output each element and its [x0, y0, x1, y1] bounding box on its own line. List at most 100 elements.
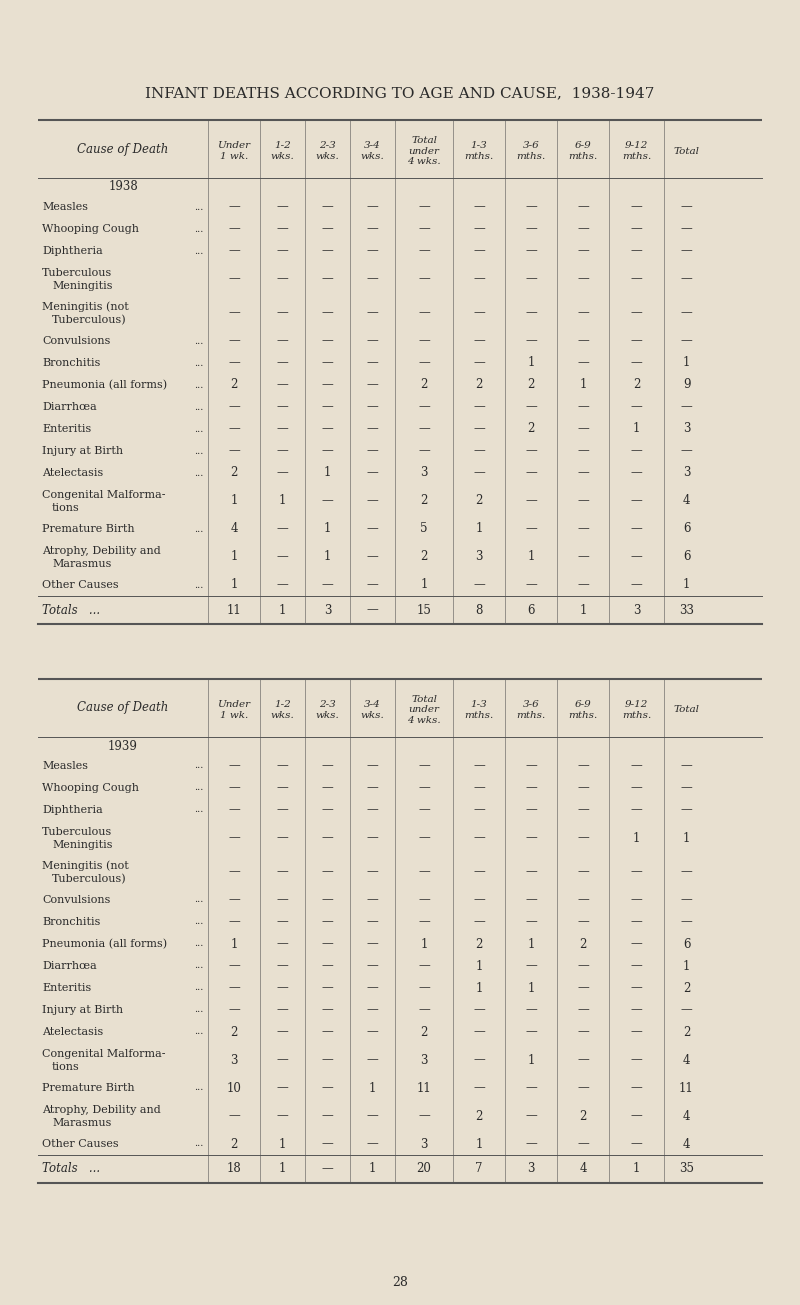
Text: Diarrhœa: Diarrhœa	[42, 402, 97, 412]
Text: tions: tions	[52, 502, 80, 513]
Text: Tuberculous: Tuberculous	[42, 268, 112, 278]
Text: —: —	[630, 578, 642, 591]
Text: —: —	[418, 423, 430, 436]
Text: ...: ...	[194, 895, 203, 904]
Text: ...: ...	[194, 581, 203, 590]
Text: 2: 2	[475, 1109, 482, 1122]
Text: Convulsions: Convulsions	[42, 895, 110, 904]
Text: Tuberculous: Tuberculous	[42, 827, 112, 837]
Text: —: —	[277, 1082, 288, 1095]
Text: 3-6
mths.: 3-6 mths.	[516, 141, 546, 161]
Text: 2: 2	[230, 1026, 238, 1039]
Text: —: —	[577, 981, 589, 994]
Text: —: —	[228, 222, 240, 235]
Text: —: —	[277, 401, 288, 414]
Text: 4: 4	[682, 1053, 690, 1066]
Text: ...: ...	[194, 1027, 203, 1036]
Text: 3: 3	[475, 551, 482, 564]
Text: —: —	[525, 445, 537, 458]
Text: Meningitis: Meningitis	[52, 840, 113, 850]
Text: —: —	[277, 981, 288, 994]
Text: —: —	[630, 551, 642, 564]
Text: —: —	[630, 1138, 642, 1151]
Text: —: —	[577, 307, 589, 320]
Text: —: —	[525, 222, 537, 235]
Text: —: —	[366, 782, 378, 795]
Text: —: —	[277, 334, 288, 347]
Text: —: —	[277, 804, 288, 817]
Text: —: —	[366, 466, 378, 479]
Text: —: —	[473, 1082, 485, 1095]
Text: —: —	[366, 356, 378, 369]
Text: —: —	[418, 804, 430, 817]
Text: —: —	[418, 307, 430, 320]
Text: —: —	[277, 244, 288, 257]
Text: —: —	[277, 578, 288, 591]
Text: —: —	[228, 273, 240, 286]
Text: Cause of Death: Cause of Death	[78, 702, 169, 715]
Text: —: —	[418, 959, 430, 972]
Text: ...: ...	[194, 446, 203, 455]
Text: 1: 1	[527, 1053, 534, 1066]
Text: —: —	[630, 1082, 642, 1095]
Text: 1939: 1939	[108, 740, 138, 753]
Text: 4: 4	[682, 495, 690, 508]
Text: —: —	[277, 423, 288, 436]
Text: 1: 1	[475, 1138, 482, 1151]
Text: —: —	[473, 1004, 485, 1017]
Text: Total
under
4 wks.: Total under 4 wks.	[407, 136, 441, 166]
Text: —: —	[366, 578, 378, 591]
Text: —: —	[630, 1053, 642, 1066]
Text: Tuberculous): Tuberculous)	[52, 315, 126, 325]
Text: Under
1 wk.: Under 1 wk.	[218, 141, 250, 161]
Text: ...: ...	[194, 1139, 203, 1148]
Text: —: —	[630, 760, 642, 773]
Text: Meningitis (not: Meningitis (not	[42, 301, 129, 312]
Text: —: —	[681, 782, 692, 795]
Text: —: —	[228, 1109, 240, 1122]
Text: 3-4
wks.: 3-4 wks.	[361, 701, 384, 719]
Text: 1: 1	[420, 937, 428, 950]
Text: —: —	[525, 831, 537, 844]
Text: —: —	[277, 782, 288, 795]
Text: —: —	[366, 307, 378, 320]
Text: —: —	[366, 831, 378, 844]
Text: —: —	[577, 401, 589, 414]
Text: —: —	[277, 1004, 288, 1017]
Text: 1: 1	[230, 551, 238, 564]
Text: Bronchitis: Bronchitis	[42, 358, 100, 368]
Text: 1: 1	[369, 1082, 376, 1095]
Text: —: —	[577, 222, 589, 235]
Text: —: —	[322, 334, 334, 347]
Text: —: —	[630, 959, 642, 972]
Text: —: —	[681, 1004, 692, 1017]
Text: Atrophy, Debility and: Atrophy, Debility and	[42, 545, 161, 556]
Text: —: —	[228, 445, 240, 458]
Text: —: —	[418, 865, 430, 878]
Text: —: —	[322, 378, 334, 392]
Text: —: —	[418, 334, 430, 347]
Text: —: —	[525, 782, 537, 795]
Text: —: —	[418, 894, 430, 907]
Text: —: —	[681, 760, 692, 773]
Text: ...: ...	[194, 917, 203, 927]
Text: —: —	[630, 334, 642, 347]
Text: —: —	[322, 804, 334, 817]
Text: ...: ...	[194, 402, 203, 411]
Text: —: —	[366, 1004, 378, 1017]
Text: —: —	[418, 401, 430, 414]
Text: —: —	[681, 804, 692, 817]
Text: —: —	[366, 1053, 378, 1066]
Text: —: —	[366, 334, 378, 347]
Text: Meningitis (not: Meningitis (not	[42, 861, 129, 872]
Text: —: —	[525, 495, 537, 508]
Text: 1: 1	[579, 603, 586, 616]
Text: Under
1 wk.: Under 1 wk.	[218, 701, 250, 719]
Text: —: —	[228, 201, 240, 214]
Text: —: —	[525, 1138, 537, 1151]
Text: INFANT DEATHS ACCORDING TO AGE AND CAUSE,  1938-1947: INFANT DEATHS ACCORDING TO AGE AND CAUSE…	[146, 86, 654, 100]
Text: —: —	[322, 782, 334, 795]
Text: 11: 11	[417, 1082, 431, 1095]
Text: Premature Birth: Premature Birth	[42, 1083, 134, 1094]
Text: —: —	[366, 273, 378, 286]
